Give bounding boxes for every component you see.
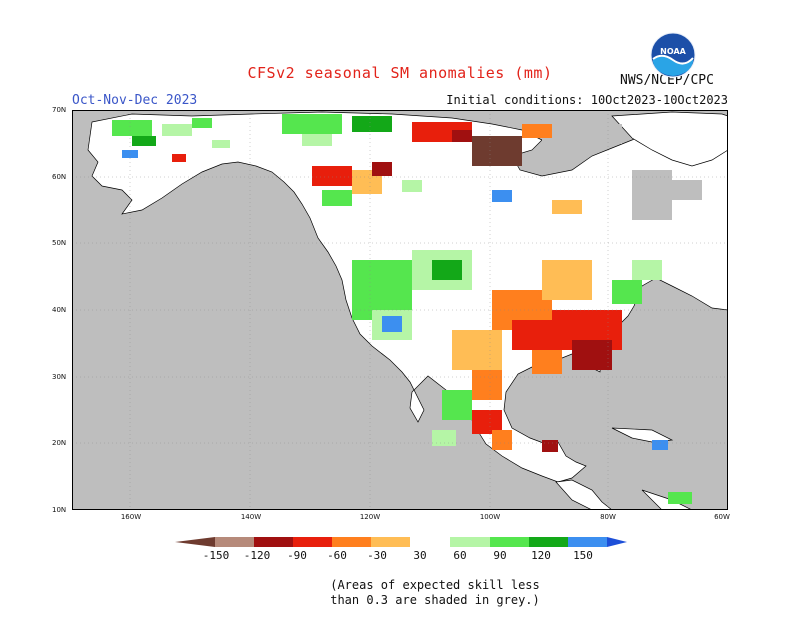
lon-label-60w: 60W bbox=[714, 513, 730, 521]
legend-swatch bbox=[490, 537, 529, 547]
legend-swatch bbox=[568, 537, 607, 547]
legend-swatch bbox=[332, 537, 371, 547]
footnote-line-2: than 0.3 are shaded in grey.) bbox=[330, 593, 540, 607]
legend-arrow-right bbox=[607, 537, 627, 547]
legend-swatch bbox=[450, 537, 490, 547]
noaa-logo: NOAA bbox=[650, 32, 696, 78]
lon-label-120w: 120W bbox=[359, 513, 381, 521]
legend-label: 60 bbox=[453, 549, 467, 562]
lat-label-40n: 40N bbox=[52, 306, 67, 314]
legend-colorbar bbox=[175, 537, 627, 547]
lat-label-50n: 50N bbox=[52, 239, 67, 247]
anomaly-cells bbox=[112, 114, 692, 504]
legend-label: 90 bbox=[493, 549, 507, 562]
legend-swatch bbox=[410, 537, 450, 547]
graticule bbox=[72, 110, 728, 510]
legend-label: -30 bbox=[367, 549, 387, 562]
legend-label: -60 bbox=[327, 549, 347, 562]
legend-swatch bbox=[215, 537, 254, 547]
legend-label: -150 bbox=[202, 549, 230, 562]
low-skill-areas bbox=[542, 124, 702, 220]
legend-swatch bbox=[371, 537, 410, 547]
legend-label: 120 bbox=[531, 549, 551, 562]
legend-swatch bbox=[254, 537, 293, 547]
legend-swatch bbox=[529, 537, 568, 547]
map-frame bbox=[72, 110, 728, 510]
legend-label: -90 bbox=[287, 549, 307, 562]
lat-label-70n: 70N bbox=[52, 106, 67, 114]
lat-label-60n: 60N bbox=[52, 173, 67, 181]
lat-label-20n: 20N bbox=[52, 439, 67, 447]
lon-label-140w: 140W bbox=[240, 513, 262, 521]
lat-label-30n: 30N bbox=[52, 373, 67, 381]
legend-swatch bbox=[293, 537, 332, 547]
lon-label-160w: 160W bbox=[120, 513, 142, 521]
initial-conditions: Initial conditions: 10Oct2023-10Oct2023 bbox=[446, 93, 728, 107]
footnote-line-1: (Areas of expected skill less bbox=[330, 578, 540, 592]
legend-arrow-left bbox=[175, 537, 215, 547]
map-title: CFSv2 seasonal SM anomalies (mm) bbox=[247, 64, 553, 82]
lat-label-10n: 10N bbox=[52, 506, 67, 514]
legend-label: 30 bbox=[413, 549, 427, 562]
anomaly-map bbox=[72, 110, 728, 510]
legend-label: -120 bbox=[243, 549, 271, 562]
legend-label: 150 bbox=[573, 549, 593, 562]
noaa-logo-text: NOAA bbox=[660, 47, 686, 56]
lon-label-80w: 80W bbox=[600, 513, 616, 521]
lon-label-100w: 100W bbox=[479, 513, 501, 521]
agency-label: NWS/NCEP/CPC bbox=[620, 73, 714, 88]
forecast-period: Oct-Nov-Dec 2023 bbox=[72, 93, 198, 108]
